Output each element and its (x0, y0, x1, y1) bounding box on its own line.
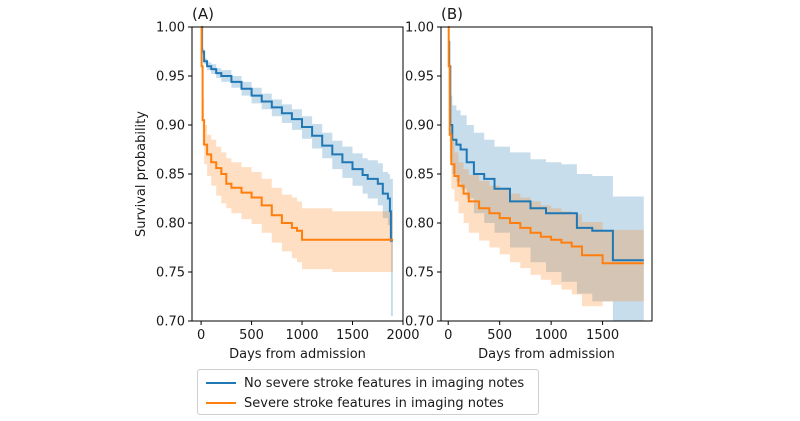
x-tick-label-b-3: 1500 (586, 328, 619, 343)
y-tick-label-a-1: 0.75 (156, 266, 185, 281)
y-tick-label-b-3: 0.85 (405, 168, 434, 183)
panel-a: 0.70 0.75 0.80 0.85 0.90 0.95 1.00 0 500 1000 1500… (134, 5, 420, 362)
ci-band-b-series-2 (448, 27, 644, 307)
y-tick-label-b-2: 0.80 (405, 217, 434, 232)
x-tick-label-a-2: 1000 (285, 328, 318, 343)
km-line-b-series-2 (447, 26, 644, 265)
x-tick-label-b-0: 0 (444, 328, 452, 343)
y-tick-label-a-2: 0.80 (156, 217, 185, 232)
x-tick-label-b-2: 1000 (535, 328, 568, 343)
km-line-a-series-2 (200, 26, 393, 241)
x-axis-label-a: Days from admission (229, 347, 366, 362)
y-tick-label-b-0: 0.70 (405, 315, 434, 330)
legend-item-no-severe: No severe stroke features in imaging not… (206, 374, 524, 392)
x-tick-label-b-1: 500 (487, 328, 512, 343)
km-line-a-series-1 (201, 26, 393, 242)
legend-line-orange (206, 402, 236, 404)
x-tick-label-a-3: 1500 (336, 328, 369, 343)
x-tick-label-a-4: 2000 (386, 328, 419, 343)
ci-band-b-series-1 (448, 27, 644, 321)
y-axis-label-a: Survival probability (134, 111, 149, 237)
legend-line-blue (206, 382, 236, 384)
y-tick-label-a-5: 0.95 (156, 70, 185, 85)
y-tick-label-a-3: 0.85 (156, 168, 185, 183)
y-tick-label-a-4: 0.90 (156, 119, 185, 134)
y-tick-label-a-0: 0.70 (156, 315, 185, 330)
y-tick-label-b-6: 1.00 (405, 21, 434, 36)
legend: No severe stroke features in imaging not… (197, 369, 539, 415)
km-line-b-series-1 (448, 40, 644, 262)
panel-b: 0.70 0.75 0.80 0.85 0.90 0.95 1.00 0 500 1000 1500… (405, 5, 653, 362)
y-tick-label-b-4: 0.90 (405, 119, 434, 134)
ci-band-a-series-2 (201, 27, 393, 274)
y-tick-label-a-6: 1.00 (156, 21, 185, 36)
legend-label-no-severe: No severe stroke features in imaging not… (244, 375, 525, 391)
legend-label-severe: Severe stroke features in imaging notes (244, 395, 504, 411)
x-tick-label-a-0: 0 (197, 328, 205, 343)
x-tick-label-a-1: 500 (239, 328, 264, 343)
panel-label-a: (A) (192, 5, 214, 23)
x-axis-label-b: Days from admission (478, 347, 615, 362)
panel-label-b: (B) (441, 5, 463, 23)
ci-band-a-series-1 (201, 27, 393, 317)
legend-item-severe: Severe stroke features in imaging notes (206, 394, 504, 412)
y-tick-label-b-5: 0.95 (405, 70, 434, 85)
y-tick-label-b-1: 0.75 (405, 266, 434, 281)
